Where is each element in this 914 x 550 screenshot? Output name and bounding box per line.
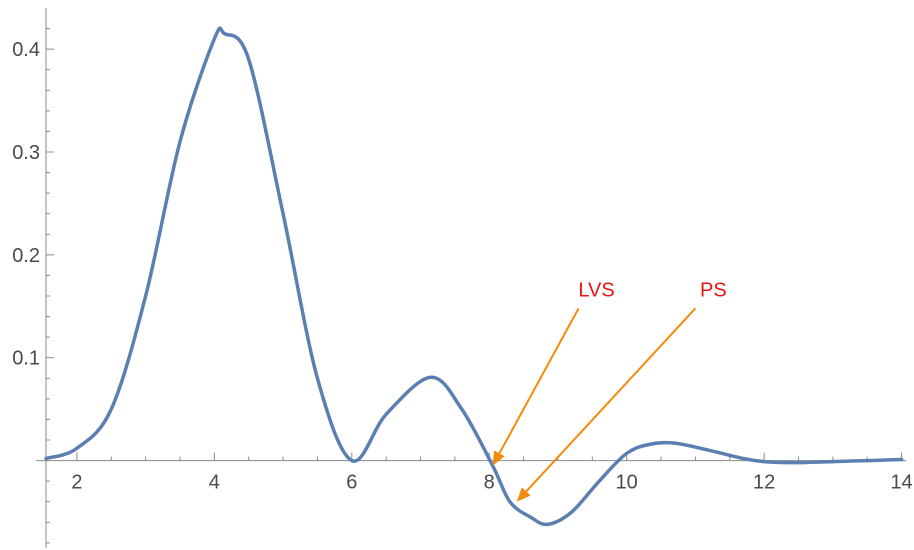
axes: [36, 8, 906, 548]
annotations: LVS PS: [492, 279, 727, 502]
annotation-label: LVS: [578, 279, 614, 301]
y-tick-label: 0.2: [12, 245, 40, 267]
x-tick-label: 4: [209, 472, 220, 494]
annotation-label: PS: [700, 279, 727, 301]
x-tick-label: 14: [890, 472, 912, 494]
data-series: [44, 26, 904, 527]
x-tick-label: 12: [753, 472, 775, 494]
annotation-arrow-shaft: [525, 307, 697, 493]
annotation-arrow-head: [516, 487, 531, 502]
series-line: [44, 26, 904, 527]
y-ticks: 0.1 0.2 0.3 0.4: [12, 28, 54, 544]
y-tick-label: 0.1: [12, 348, 40, 370]
annotation-arrow-head: [492, 450, 505, 466]
x-tick-label: 6: [346, 472, 357, 494]
x-tick-label: 2: [71, 472, 82, 494]
x-ticks: 2 4 6 8 10 12 14: [71, 452, 913, 494]
annotation-arrow-shaft: [498, 307, 580, 454]
x-tick-label: 8: [484, 472, 495, 494]
y-tick-label: 0.3: [12, 142, 40, 164]
y-tick-label: 0.4: [12, 39, 40, 61]
x-tick-label: 10: [616, 472, 638, 494]
